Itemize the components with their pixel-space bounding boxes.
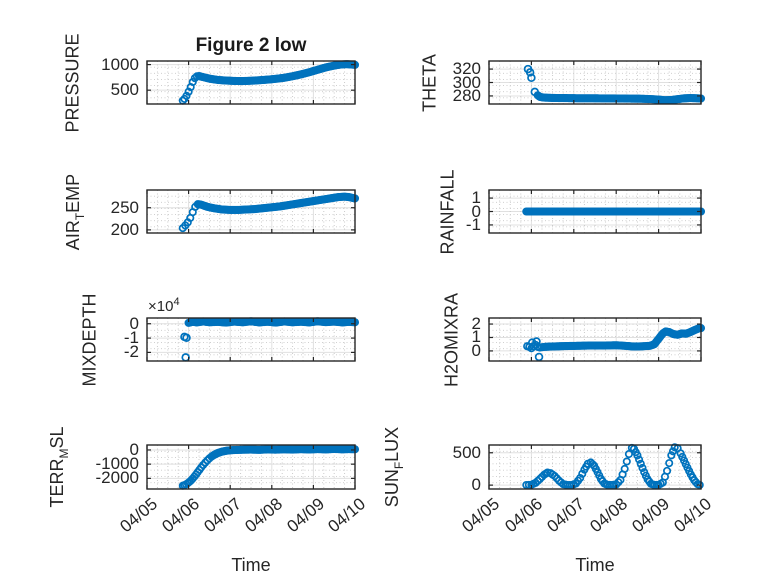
y-tick-label: -1000 [95, 454, 139, 474]
minor-grid [147, 318, 355, 361]
y-axis-label-air_temp: AIRTEMP [63, 173, 87, 250]
x-axis-label-right: Time [575, 555, 615, 575]
y-tick-label: 200 [110, 219, 139, 239]
subplot-mixdepth [146, 317, 360, 362]
data-series-rainfall [522, 207, 706, 216]
axis-box [146, 60, 356, 105]
tick-marks [146, 61, 356, 104]
y-tick-label: 0 [471, 201, 481, 221]
figure-title: Figure 2 low [195, 35, 307, 56]
y-tick-label: 300 [452, 72, 481, 92]
y-axis-label-h2omixra: H2OMIXRA [441, 292, 462, 387]
y-tick-label: 2 [471, 314, 481, 334]
y-tick-label: 1 [471, 188, 481, 208]
y-tick-label: 0 [471, 340, 481, 360]
subplot-terr_msl [146, 444, 360, 490]
y-tick-label: 0 [129, 439, 139, 459]
data-series-terr_msl [178, 444, 360, 490]
y-axis-label-theta: THETA [419, 53, 440, 112]
outlier-marker [534, 352, 544, 362]
subplot-rainfall [488, 189, 706, 234]
y-axis-label-rainfall: RAINFALL [437, 168, 458, 255]
data-series-air_temp [178, 192, 360, 233]
tick-marks [146, 190, 356, 233]
data-series-theta [523, 64, 706, 105]
y-axis-label-sun_flux: SUNFLUX [382, 426, 406, 508]
tick-marks [488, 61, 702, 104]
y-tick-label: 250 [110, 197, 139, 217]
y-tick-label: -1 [465, 214, 481, 234]
y-tick-label: 280 [452, 85, 481, 105]
y-tick-label: -2 [123, 342, 139, 362]
outlier-marker [525, 68, 535, 77]
y-tick-label: 1 [471, 327, 481, 347]
subplot-air_temp [146, 189, 360, 234]
axis-box [488, 444, 702, 490]
tick-marks [488, 318, 702, 361]
y-tick-label: 0 [129, 313, 139, 333]
y-axis-label-terr_msl: TERRMSL [47, 426, 71, 508]
tick-marks [146, 318, 356, 361]
axis-box [146, 444, 356, 490]
outlier-marker [527, 73, 536, 83]
x-axis-label-left: Time [231, 555, 271, 575]
y-axis-label-pressure: PRESSURE [62, 32, 83, 133]
y-tick-label: 1000 [101, 54, 139, 74]
tick-marks [146, 445, 356, 489]
outlier-marker [182, 333, 191, 343]
data-series-h2omixra [523, 324, 706, 362]
y-tick-label: 0 [471, 475, 481, 495]
y-tick-label: -1 [123, 328, 139, 348]
outlier-marker [532, 337, 541, 346]
y-tick-label: -2000 [95, 468, 139, 488]
y-axis-label-mixdepth: MIXDEPTH [79, 292, 100, 387]
subplot-h2omixra [488, 317, 706, 362]
y-tick-label: 500 [452, 442, 481, 462]
subplot-theta [488, 60, 706, 105]
y-tick-label: 500 [110, 80, 139, 100]
data-series-pressure [178, 60, 360, 105]
y-tick-label: 320 [452, 59, 481, 79]
subplot-sun_flux [488, 443, 704, 490]
outlier-marker [527, 338, 537, 347]
tick-marks [488, 445, 702, 489]
axis-box [146, 189, 356, 234]
data-series-sun_flux [522, 443, 704, 490]
subplot-pressure [146, 60, 360, 105]
tick-marks [488, 190, 702, 233]
y-axis-multiplier: ×104 [148, 296, 180, 315]
outlier-marker [530, 87, 540, 97]
axis-box [488, 317, 702, 362]
axis-box [146, 317, 356, 362]
